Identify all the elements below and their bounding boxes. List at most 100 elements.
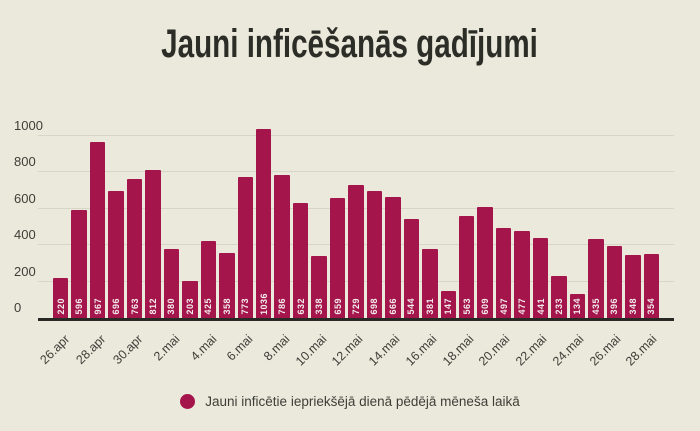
bar-29.apr: 696 xyxy=(108,191,124,318)
bar-12.mai: 729 xyxy=(348,185,364,318)
legend-dot-icon xyxy=(180,394,196,409)
x-tick-label-16.mai: 16.mai xyxy=(402,332,440,369)
bar-value-label: 729 xyxy=(350,298,361,315)
bar-value-label: 666 xyxy=(387,298,398,315)
bar-value-label: 220 xyxy=(55,298,66,315)
bar-13.mai: 698 xyxy=(366,190,383,318)
bar-17.mai: 147 xyxy=(440,291,456,318)
bar-5.mai: 358 xyxy=(219,252,235,318)
bar-24.mai: 134 xyxy=(569,293,586,318)
chart-title-text: Jauni inficēšanās gadījumi xyxy=(161,22,539,66)
bar-18.mai: 563 xyxy=(458,215,475,318)
bar-value-label: 609 xyxy=(480,298,491,315)
y-tick-label-200: 200 xyxy=(14,263,36,279)
y-tick-label-1000: 1000 xyxy=(14,118,43,133)
gridline-800 xyxy=(38,171,674,173)
bar-7.mai: 1036 xyxy=(255,129,272,318)
y-tick-label-400: 400 xyxy=(14,227,36,243)
x-tick-label-18.mai: 18.mai xyxy=(439,332,477,369)
bar-value-label: 425 xyxy=(203,298,214,315)
bar-27.apr: 596 xyxy=(71,209,87,318)
bar-value-label: 544 xyxy=(406,298,417,315)
y-tick-label-0: 0 xyxy=(14,300,22,315)
bar-value-label: 696 xyxy=(111,298,122,315)
bar-2.mai: 380 xyxy=(163,248,180,318)
legend: Jauni inficētie iepriekšējā dienā pēdējā… xyxy=(0,394,700,409)
bar-value-label: 497 xyxy=(498,298,509,315)
x-tick-label-26.mai: 26.mai xyxy=(586,332,623,369)
bar-23.mai: 233 xyxy=(551,275,567,318)
x-axis-labels: 26.apr 28.apr 30.apr 2.mai 4.mai 6.mai 8.mai 10… xyxy=(37,324,660,382)
bar-value-label: 477 xyxy=(517,298,528,315)
x-tick-label-12.mai: 12.mai xyxy=(329,332,366,369)
bar-value-label: 773 xyxy=(240,298,251,315)
bar-value-label: 380 xyxy=(166,298,177,315)
x-tick-label-30.apr: 30.apr xyxy=(110,332,146,367)
bar-value-label: 596 xyxy=(74,298,85,315)
bar-28.mai: 354 xyxy=(643,253,659,318)
y-tick-label-600: 600 xyxy=(14,190,36,206)
bar-27.mai: 348 xyxy=(625,254,641,318)
bar-26.apr: 220 xyxy=(53,277,69,318)
bar-value-label: 233 xyxy=(553,298,564,315)
bar-value-label: 147 xyxy=(443,298,454,315)
bar-value-label: 632 xyxy=(295,298,306,315)
bar-value-label: 1036 xyxy=(258,292,269,315)
bar-value-label: 348 xyxy=(627,298,638,315)
x-tick-label-14.mai: 14.mai xyxy=(366,332,403,369)
bar-15.mai: 544 xyxy=(403,219,420,318)
bar-value-label: 763 xyxy=(129,298,140,315)
bar-26.mai: 396 xyxy=(606,245,623,318)
bar-8.mai: 786 xyxy=(274,174,290,318)
bar-3.mai: 203 xyxy=(182,281,198,318)
gridline-1000 xyxy=(38,135,674,136)
x-tick-label-28.apr: 28.apr xyxy=(73,332,109,367)
bar-9.mai: 632 xyxy=(292,202,309,318)
bar-30.apr: 763 xyxy=(126,179,143,318)
bar-value-label: 435 xyxy=(590,298,601,315)
bar-value-label: 786 xyxy=(277,298,288,315)
x-tick-label-26.apr: 26.apr xyxy=(37,332,73,367)
x-tick-label-28.mai: 28.mai xyxy=(623,332,660,369)
bar-21.mai: 477 xyxy=(514,231,530,318)
bar-25.mai: 435 xyxy=(588,238,604,318)
chart-title: Jauni inficēšanās gadījumi xyxy=(0,22,700,67)
bar-1.mai: 812 xyxy=(145,170,161,318)
bar-14.mai: 666 xyxy=(385,196,401,318)
bar-22.mai: 441 xyxy=(532,237,549,318)
x-tick-label-8.mai: 8.mai xyxy=(260,332,293,364)
bar-value-label: 967 xyxy=(92,298,103,315)
y-tick-label-800: 800 xyxy=(14,154,36,170)
bar-value-label: 203 xyxy=(184,298,195,315)
bar-value-label: 354 xyxy=(646,298,657,315)
x-tick-label-20.mai: 20.mai xyxy=(476,332,513,369)
x-tick-label-10.mai: 10.mai xyxy=(292,332,330,369)
bar-16.mai: 381 xyxy=(422,248,438,318)
x-tick-label-2.mai: 2.mai xyxy=(150,332,183,364)
bar-4.mai: 425 xyxy=(200,240,217,318)
bar-value-label: 698 xyxy=(369,298,380,315)
x-tick-label-24.mai: 24.mai xyxy=(549,332,587,369)
bar-10.mai: 338 xyxy=(311,256,327,318)
bar-value-label: 563 xyxy=(461,298,472,315)
bar-value-label: 659 xyxy=(332,298,343,315)
bar-chart: 0 200 400 600 800 1000 220 596 967 696 763 812 380 2… xyxy=(0,100,700,368)
bar-value-label: 381 xyxy=(424,298,435,315)
bar-value-label: 338 xyxy=(314,298,325,315)
bar-value-label: 358 xyxy=(221,298,232,315)
bar-value-label: 134 xyxy=(572,298,583,315)
bar-20.mai: 497 xyxy=(495,227,512,318)
bar-value-label: 441 xyxy=(535,298,546,315)
bar-value-label: 396 xyxy=(609,298,620,315)
bar-value-label: 812 xyxy=(147,298,158,315)
bars-container: 220 596 967 696 763 812 380 203 425 358 773 1036 786… xyxy=(53,100,659,318)
bar-19.mai: 609 xyxy=(477,207,493,318)
legend-label: Jauni inficētie iepriekšējā dienā pēdējā… xyxy=(205,394,520,409)
x-axis-line xyxy=(38,318,674,321)
bar-28.apr: 967 xyxy=(89,142,106,318)
x-tick-label-4.mai: 4.mai xyxy=(187,332,219,364)
x-tick-label-6.mai: 6.mai xyxy=(224,332,256,364)
bar-11.mai: 659 xyxy=(329,198,346,318)
x-tick-label-22.mai: 22.mai xyxy=(513,332,550,369)
